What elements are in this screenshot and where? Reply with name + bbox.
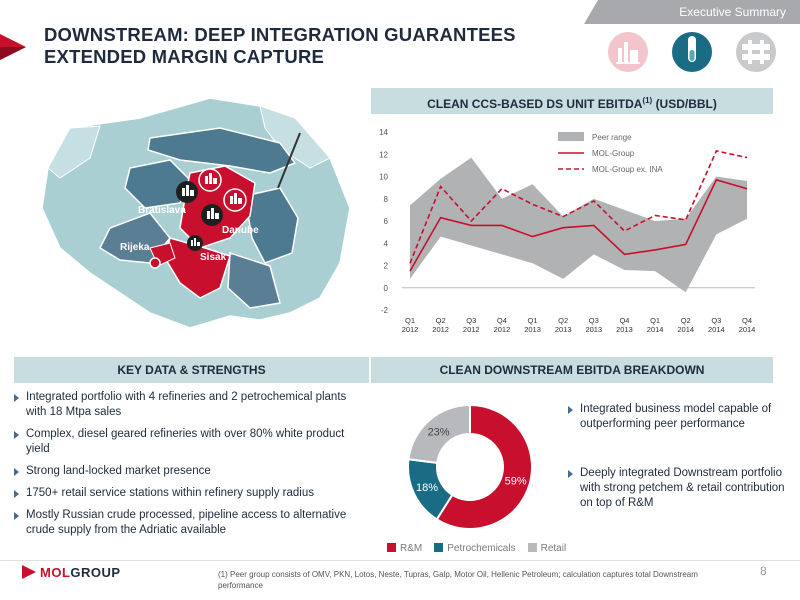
ebitda-chart-title: CLEAN CCS-BASED DS UNIT EBITDA(1) (USD/B… xyxy=(371,88,773,114)
refinery-marker[interactable] xyxy=(223,188,247,212)
mol-diamond-icon xyxy=(0,34,26,60)
ebitda-chart-title-unit: (USD/BBL) xyxy=(655,97,717,111)
x-tick-label: Q3 xyxy=(711,316,721,325)
section-tab[interactable]: Executive Summary xyxy=(584,0,800,24)
x-tick-label: 2013 xyxy=(524,325,541,334)
x-tick-label: 2013 xyxy=(585,325,602,334)
map-label-sisak: Sisak xyxy=(200,252,227,263)
refinery-marker[interactable] xyxy=(176,181,198,203)
donut-slice-0 xyxy=(435,403,533,530)
legend-label-series-0: MOL-Group xyxy=(592,149,635,158)
footnote: (1) Peer group consists of OMV, PKN, Lot… xyxy=(218,570,698,590)
mol-logo-text: MOLGROUP xyxy=(40,564,121,580)
mol-logo-icon xyxy=(22,565,36,579)
map-label-rijeka: Rijeka xyxy=(120,242,150,253)
y-tick-label: 6 xyxy=(384,217,389,226)
ebitda-chart-title-text: CLEAN CCS-BASED DS UNIT EBITDA xyxy=(427,97,643,111)
mol-group-logo: MOLGROUP xyxy=(22,563,121,581)
refinery-marker[interactable] xyxy=(149,257,161,269)
x-tick-label: 2014 xyxy=(708,325,725,334)
breakdown-title: CLEAN DOWNSTREAM EBITDA BREAKDOWN xyxy=(439,363,705,377)
y-tick-label: 10 xyxy=(379,173,388,182)
x-tick-label: Q3 xyxy=(589,316,599,325)
donut-slice-2 xyxy=(407,403,471,464)
y-tick-label: 0 xyxy=(384,284,389,293)
list-item: Deeply integrated Downstream portfolio w… xyxy=(568,466,786,511)
x-tick-label: Q3 xyxy=(466,316,476,325)
y-tick-label: -2 xyxy=(381,306,389,315)
key-data-banner: KEY DATA & STRENGTHS xyxy=(14,357,369,383)
legend-label: R&M xyxy=(400,543,423,554)
y-tick-label: 8 xyxy=(384,195,389,204)
refinery-marker[interactable] xyxy=(187,235,203,251)
donut-label-1: 18% xyxy=(416,482,438,494)
list-item: 1750+ retail service stations within ref… xyxy=(14,486,359,501)
ebitda-chart-title-sup: (1) xyxy=(642,96,653,105)
series-line-1 xyxy=(409,149,748,264)
refinery-icon[interactable] xyxy=(608,32,648,72)
test-tube-icon[interactable] xyxy=(672,32,712,72)
y-tick-label: 4 xyxy=(384,239,389,248)
map-label-danube: Danube xyxy=(222,225,259,236)
legend-label: Petrochemicals xyxy=(447,543,516,554)
region-map: Bratislava Danube Rijeka Sisak xyxy=(41,97,351,329)
x-tick-label: 2013 xyxy=(616,325,633,334)
list-item: Mostly Russian crude processed, pipeline… xyxy=(14,508,359,538)
x-tick-label: 2014 xyxy=(647,325,664,334)
ebitda-breakdown-donut: 59% 18% 23% xyxy=(407,403,533,530)
peer-range-band xyxy=(410,157,747,293)
list-item: Integrated portfolio with 4 refineries a… xyxy=(14,390,359,420)
series-line-0 xyxy=(409,178,748,272)
legend-label-peer: Peer range xyxy=(592,133,632,142)
x-tick-label: 2014 xyxy=(677,325,694,334)
x-tick-label: Q4 xyxy=(619,316,629,325)
legend-item-rm: R&M xyxy=(387,543,422,554)
x-tick-label: Q2 xyxy=(558,316,568,325)
legend-label: Retail xyxy=(540,543,567,554)
x-tick-label: Q1 xyxy=(528,316,538,325)
legend-item-retail: Retail xyxy=(527,543,567,554)
unit-ebitda-chart: -202468101214Q12012Q22012Q32012Q42012Q12… xyxy=(379,128,756,334)
x-tick-label: Q1 xyxy=(650,316,660,325)
breakdown-banner: CLEAN DOWNSTREAM EBITDA BREAKDOWN xyxy=(371,357,773,383)
refinery-marker[interactable] xyxy=(201,204,223,226)
x-tick-label: 2012 xyxy=(463,325,480,334)
x-tick-label: Q4 xyxy=(742,316,752,325)
key-data-list: Integrated portfolio with 4 refineries a… xyxy=(14,390,359,545)
pipeline-icon[interactable] xyxy=(736,32,776,72)
footer-divider xyxy=(0,560,800,561)
donut-label-0: 59% xyxy=(505,475,527,487)
y-tick-label: 14 xyxy=(379,128,388,137)
x-tick-label: 2012 xyxy=(432,325,449,334)
x-tick-label: 2012 xyxy=(402,325,419,334)
x-tick-label: 2013 xyxy=(555,325,572,334)
list-item: Strong land-locked market presence xyxy=(14,464,359,479)
x-tick-label: Q4 xyxy=(497,316,507,325)
x-tick-label: 2014 xyxy=(739,325,756,334)
donut-legend: R&M Petrochemicals Retail xyxy=(387,543,566,554)
refinery-marker[interactable] xyxy=(198,168,222,192)
legend-label-series-1: MOL-Group ex. INA xyxy=(592,165,663,174)
page-number: 8 xyxy=(760,564,767,578)
list-item: Integrated business model capable of out… xyxy=(568,402,786,432)
section-tab-label: Executive Summary xyxy=(679,5,786,19)
legend-item-petrochemicals: Petrochemicals xyxy=(434,543,516,554)
list-item: Complex, diesel geared refineries with o… xyxy=(14,427,359,457)
segment-icons xyxy=(608,32,776,72)
x-tick-label: Q2 xyxy=(681,316,691,325)
y-tick-label: 12 xyxy=(379,150,388,159)
page-title: DOWNSTREAM: DEEP INTEGRATION GUARANTEES … xyxy=(44,24,516,67)
x-tick-label: 2012 xyxy=(494,325,511,334)
x-tick-label: Q1 xyxy=(405,316,415,325)
donut-label-2: 23% xyxy=(428,426,450,438)
map-label-bratislava: Bratislava xyxy=(138,205,186,216)
y-tick-label: 2 xyxy=(384,262,389,271)
legend-swatch-peer xyxy=(558,132,584,141)
right-points-list: Integrated business model capable of out… xyxy=(568,402,786,511)
x-tick-label: Q2 xyxy=(436,316,446,325)
